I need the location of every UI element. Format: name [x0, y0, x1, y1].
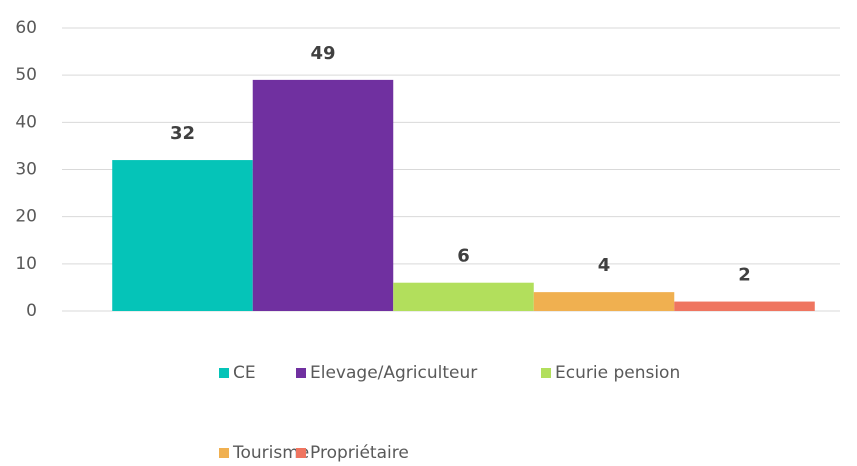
y-tick-label: 40: [15, 112, 37, 132]
value-label: 4: [598, 255, 611, 276]
value-label: 32: [170, 123, 195, 144]
legend-swatch: [219, 368, 229, 378]
y-tick-label: 10: [15, 254, 37, 274]
bar: [112, 160, 253, 311]
bar: [252, 79, 394, 311]
legend-label: Ecurie pension: [555, 363, 680, 383]
legend-label: Elevage/Agriculteur: [310, 363, 477, 383]
y-tick-label: 20: [15, 207, 37, 227]
legend-label: CE: [233, 363, 256, 383]
y-tick-label: 30: [15, 160, 37, 180]
value-label: 6: [457, 246, 470, 267]
y-tick-label: 60: [15, 18, 37, 38]
y-tick-label: 0: [26, 301, 37, 321]
legend-swatch: [296, 368, 306, 378]
legend-label: Propriétaire: [310, 443, 409, 463]
bar: [674, 301, 815, 311]
y-tick-label: 50: [15, 65, 37, 85]
legend-swatch: [219, 448, 229, 458]
legend-swatch: [541, 368, 551, 378]
value-label: 2: [738, 265, 751, 286]
legend-swatch: [296, 448, 306, 458]
legend-label: Tourisme: [232, 443, 309, 463]
bar: [533, 292, 675, 311]
value-label: 49: [310, 43, 335, 64]
bar: [393, 282, 534, 311]
